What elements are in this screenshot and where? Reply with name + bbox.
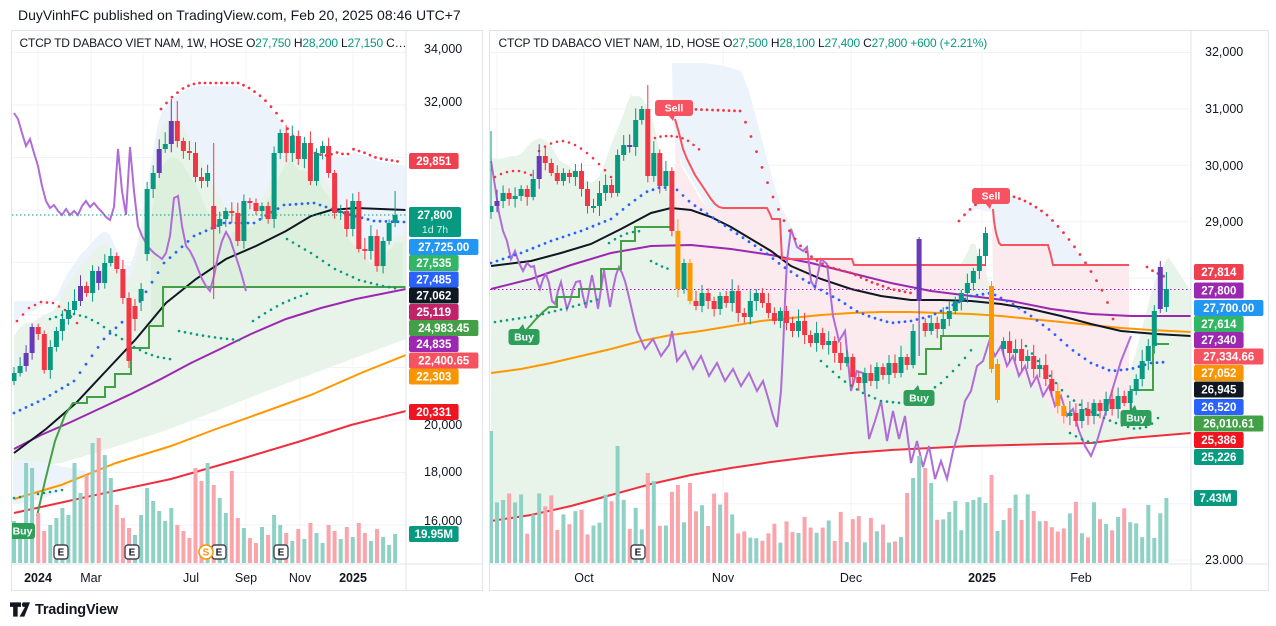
svg-text:30,000: 30,000 [1205,159,1243,173]
svg-text:Nov: Nov [712,571,735,585]
svg-text:Buy: Buy [909,393,929,405]
svg-text:26,010.61: 26,010.61 [1203,419,1255,431]
svg-text:27,814: 27,814 [1201,267,1237,279]
svg-text:27,334.66: 27,334.66 [1203,352,1254,364]
svg-text:E: E [58,548,65,559]
svg-text:31,000: 31,000 [1205,102,1243,116]
svg-text:29,000: 29,000 [1205,215,1243,229]
svg-text:22,303: 22,303 [416,372,451,384]
svg-text:Dec: Dec [840,571,862,585]
svg-text:26,520: 26,520 [1201,402,1236,414]
svg-text:CTCP TD DABACO VIET NAM, 1W, H: CTCP TD DABACO VIET NAM, 1W, HOSE O27,75… [20,36,407,50]
svg-text:20,000: 20,000 [424,418,462,432]
svg-text:24,835: 24,835 [416,339,452,351]
svg-text:Mar: Mar [80,571,102,585]
svg-text:27,062: 27,062 [416,291,451,303]
svg-text:27,052: 27,052 [1201,368,1236,380]
svg-text:22,400.65: 22,400.65 [418,356,470,368]
svg-text:27,725.00: 27,725.00 [418,242,469,254]
svg-text:CTCP TD DABACO VIET NAM, 1D, H: CTCP TD DABACO VIET NAM, 1D, HOSE O27,50… [499,36,988,50]
svg-text:25,386: 25,386 [1201,435,1236,447]
svg-text:25,119: 25,119 [417,307,452,319]
svg-text:2024: 2024 [24,571,52,585]
svg-text:Buy: Buy [1126,413,1146,425]
svg-text:27,800: 27,800 [417,210,452,222]
svg-text:Sell: Sell [665,103,684,115]
svg-text:32,000: 32,000 [424,95,462,109]
svg-text:Jul: Jul [183,571,199,585]
svg-text:23.000: 23.000 [1205,553,1243,567]
svg-text:Nov: Nov [289,571,312,585]
svg-text:Oct: Oct [574,571,594,585]
svg-text:24,983.45: 24,983.45 [418,323,470,335]
svg-text:2025: 2025 [339,571,367,585]
svg-text:20,331: 20,331 [416,407,452,419]
svg-text:26,945: 26,945 [1201,385,1237,397]
svg-text:E: E [635,548,642,559]
svg-text:E: E [216,548,223,559]
svg-text:7.43M: 7.43M [1200,493,1232,505]
svg-text:Buy: Buy [514,332,534,344]
svg-text:S: S [203,548,210,559]
svg-text:34,000: 34,000 [424,42,462,56]
svg-text:Buy: Buy [13,526,33,538]
svg-text:27,614: 27,614 [1201,319,1237,331]
svg-text:19.95M: 19.95M [415,529,453,541]
svg-text:29,851: 29,851 [416,156,452,168]
svg-text:Sep: Sep [235,571,257,585]
svg-text:25,226: 25,226 [1201,452,1236,464]
svg-text:32,000: 32,000 [1205,45,1243,59]
svg-text:1d 7h: 1d 7h [422,224,448,236]
svg-text:27,800: 27,800 [1201,286,1236,298]
svg-text:Feb: Feb [1070,571,1092,585]
svg-text:E: E [129,548,136,559]
svg-text:16,000: 16,000 [424,514,462,528]
svg-text:18,000: 18,000 [424,465,462,479]
svg-text:Sell: Sell [982,191,1001,203]
svg-text:27,485: 27,485 [416,275,452,287]
svg-text:27,535: 27,535 [416,258,452,270]
svg-text:E: E [278,548,285,559]
svg-text:27,700.00: 27,700.00 [1203,303,1254,315]
svg-text:2025: 2025 [968,571,996,585]
svg-text:27,340: 27,340 [1201,335,1236,347]
